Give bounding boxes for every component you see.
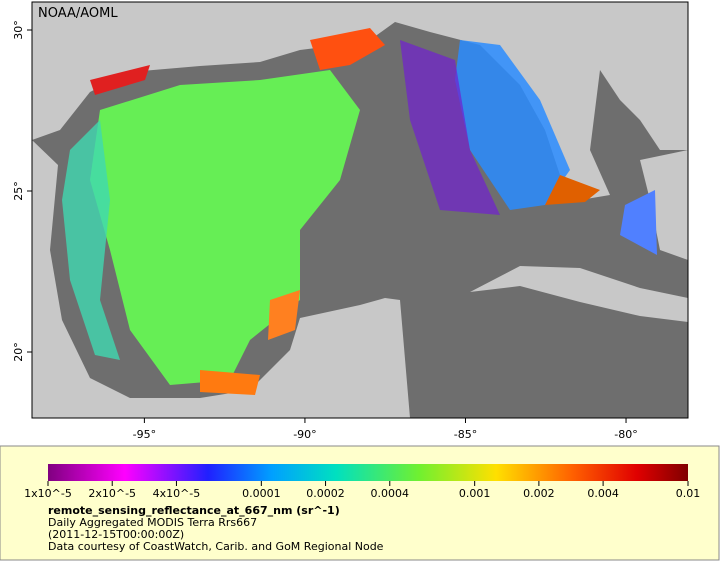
lon-tick-label: -90° bbox=[293, 428, 316, 441]
land bbox=[640, 150, 688, 260]
data-field bbox=[545, 175, 600, 205]
data-credit: Data courtesy of CoastWatch, Carib. and … bbox=[48, 540, 384, 553]
data-field bbox=[455, 40, 570, 210]
colorbar-tick-label: 0.002 bbox=[523, 487, 555, 500]
colorbar-tick-label: 0.004 bbox=[587, 487, 619, 500]
data-field bbox=[268, 290, 300, 340]
colorbar-tick-label: 0.0001 bbox=[242, 487, 281, 500]
lat-tick-label: 30° bbox=[12, 20, 25, 39]
land bbox=[32, 2, 688, 200]
lon-tick-label: -95° bbox=[133, 428, 156, 441]
lon-tick-label: -80° bbox=[614, 428, 637, 441]
product-name: Daily Aggregated MODIS Terra Rrs667 bbox=[48, 516, 257, 529]
lat-tick-label: 20° bbox=[12, 342, 25, 362]
variable-name: remote_sensing_reflectance_at_667_nm (sr… bbox=[48, 504, 340, 517]
lon-tick-label: -85° bbox=[454, 428, 477, 441]
lat-tick-label: 25° bbox=[12, 181, 25, 201]
colorbar-tick-label: 0.01 bbox=[676, 487, 701, 500]
map bbox=[32, 2, 688, 418]
colorbar-tick-label: 4x10^-5 bbox=[153, 487, 201, 500]
land bbox=[470, 266, 688, 322]
data-field bbox=[310, 28, 385, 70]
data-field bbox=[400, 40, 500, 215]
colorbar-tick-label: 0.0004 bbox=[371, 487, 410, 500]
colorbar-tick-label: 0.001 bbox=[459, 487, 491, 500]
time: (2011-12-15T00:00:00Z) bbox=[48, 528, 184, 541]
map-credit: NOAA/AOML bbox=[38, 6, 118, 21]
colorbar-tick-label: 0.0002 bbox=[306, 487, 345, 500]
data-field bbox=[62, 120, 120, 360]
colorbar-tick-label: 1x10^-5 bbox=[24, 487, 72, 500]
colorbar-tick-label: 2x10^-5 bbox=[88, 487, 136, 500]
land bbox=[32, 140, 410, 418]
data-field bbox=[90, 70, 360, 385]
map-frame bbox=[31, 1, 689, 419]
data-field bbox=[200, 370, 260, 395]
data-field bbox=[90, 65, 150, 95]
data-field bbox=[620, 190, 657, 255]
colorbar bbox=[48, 464, 688, 481]
